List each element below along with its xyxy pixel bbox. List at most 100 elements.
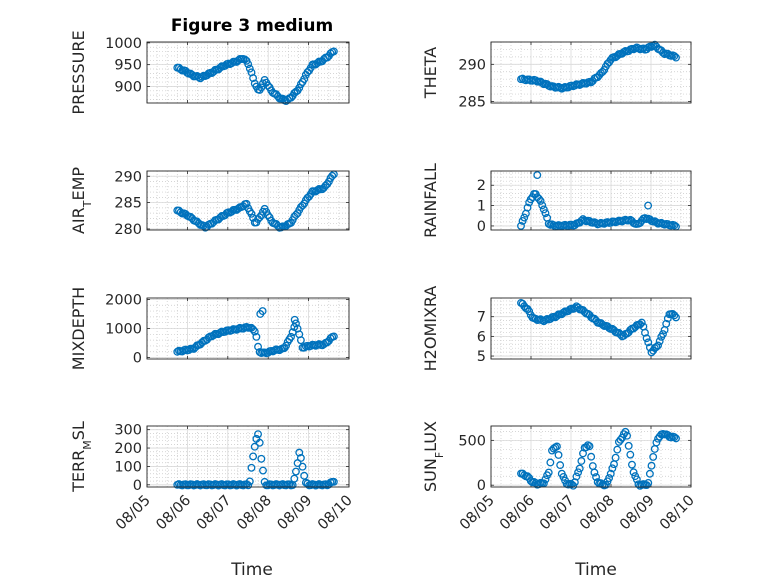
data-point: [263, 211, 272, 220]
x-tick-label: 08/07: [194, 493, 235, 534]
data-point: [582, 443, 591, 452]
x-tick-label: 08/05: [457, 493, 498, 534]
data-point: [244, 60, 253, 69]
data-point: [250, 327, 259, 336]
axes-box: [146, 297, 350, 360]
data-point: [623, 431, 632, 440]
y-tick-label: 200: [114, 441, 142, 457]
data-point: [658, 330, 667, 339]
x-axis-label-right: Time: [574, 560, 617, 580]
x-tick-label: 08/08: [577, 493, 618, 534]
data-point: [641, 328, 649, 337]
y-axis-label-rainfall: RAINFALL: [421, 163, 440, 238]
y-tick-label: 100: [114, 459, 142, 475]
data-point: [290, 315, 299, 324]
data-point: [534, 480, 543, 489]
data-point: [672, 313, 680, 322]
y-tick-label: 0: [133, 351, 142, 367]
axes-box: [490, 41, 692, 104]
data-point: [546, 458, 555, 467]
data-point: [287, 332, 295, 341]
y-axis-label-pressure: PRESSURE: [69, 30, 88, 114]
data-point: [652, 342, 661, 351]
data-point: [258, 307, 267, 316]
y-tick-label: 5: [477, 349, 486, 365]
data-point: [290, 474, 299, 483]
data-point: [255, 213, 264, 222]
data-point: [329, 332, 338, 341]
data-point: [520, 213, 529, 222]
panel-mixdepth: 0 1000 2000 MIXDEPTH: [69, 287, 350, 370]
data-point: [629, 468, 638, 477]
data-point: [649, 452, 658, 461]
data-point: [592, 473, 601, 481]
data-point: [249, 325, 258, 334]
y-tick-label: 1: [477, 199, 486, 215]
x-tick-label: 08/06: [153, 493, 194, 534]
y-axis-label-h2omixra: H2OMIXRA: [421, 286, 440, 372]
panel-sun_flux: 0 500 08/05 08/06 08/07 08/08 08/09 08/10 SUNFLU…: [421, 421, 698, 533]
data-point: [644, 479, 653, 487]
data-point: [662, 319, 671, 328]
data-point: [176, 208, 185, 217]
data-point: [559, 308, 568, 317]
data-point: [245, 477, 254, 486]
data-point: [642, 481, 651, 490]
data-point: [247, 463, 256, 472]
y-axis-label-theta: THETA: [421, 47, 440, 99]
y-axis-label-terr_msl: TERRMSL: [69, 421, 94, 493]
axes-box: [490, 170, 692, 231]
y-tick-label: 285: [114, 196, 142, 212]
data-point: [572, 472, 581, 481]
data-point: [541, 475, 550, 484]
y-tick-label: 280: [114, 222, 142, 238]
data-point: [245, 64, 254, 73]
data-point: [538, 79, 547, 87]
data-point: [670, 221, 679, 230]
data-point: [313, 186, 322, 195]
axes-box: [490, 425, 692, 488]
y-axis-label-sun_flux: SUNFLUX: [421, 421, 446, 492]
y-tick-label: 2: [477, 178, 486, 194]
data-point: [254, 342, 262, 351]
data-point: [670, 52, 679, 61]
data-point: [216, 328, 225, 337]
data-point: [517, 221, 525, 230]
data-point: [277, 223, 286, 232]
data-point: [247, 209, 256, 218]
data-point: [285, 480, 294, 489]
x-tick-label: 08/06: [497, 493, 538, 534]
y-tick-label: 1000: [105, 36, 142, 52]
y-tick-label: 0: [477, 478, 486, 494]
data-point: [296, 454, 305, 462]
data-point: [321, 480, 330, 489]
panel-air_temp: 280 285 290 AIRTEMP: [69, 167, 350, 238]
x-tick-label: 08/07: [537, 493, 578, 534]
data-point: [539, 205, 548, 214]
y-tick-label: 0: [133, 478, 142, 494]
data-point: [298, 462, 307, 471]
data-point: [249, 74, 258, 83]
data-point: [655, 337, 664, 346]
data-point: [541, 209, 550, 218]
data-point: [526, 476, 535, 485]
data-point: [242, 199, 251, 208]
data-point: [642, 334, 651, 343]
axes-box: [146, 170, 350, 231]
x-tick-label: 08/09: [275, 493, 316, 534]
figure-title: Figure 3 medium: [171, 16, 333, 36]
y-axis-label-air_temp: AIRTEMP: [69, 167, 94, 234]
y-tick-label: 1000: [105, 322, 142, 338]
data-point: [621, 427, 630, 436]
x-axis-label-left: Time: [230, 560, 273, 580]
axes-box: [146, 41, 350, 104]
panel-terr_msl: 0 100 200 300 08/05 08/06 08/07 08/08 08/09 08/10…: [69, 421, 356, 533]
data-point: [291, 467, 300, 476]
data-point: [329, 47, 338, 56]
data-point: [613, 445, 622, 454]
data-point: [556, 461, 565, 470]
data-point: [536, 196, 545, 205]
y-tick-label: 950: [114, 58, 142, 74]
y-tick-label: 285: [458, 95, 486, 111]
